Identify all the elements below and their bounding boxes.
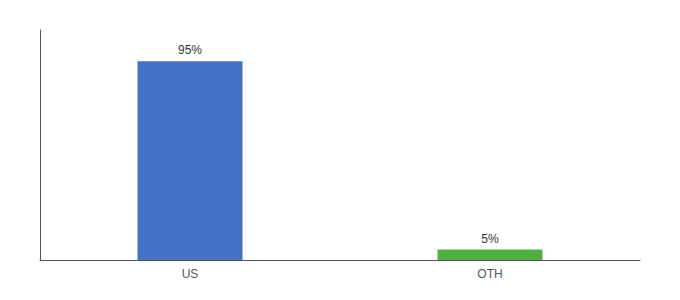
svg-text:OTH: OTH [477,267,502,281]
svg-text:5%: 5% [481,232,499,246]
svg-text:US: US [182,267,199,281]
svg-text:95%: 95% [178,43,202,57]
